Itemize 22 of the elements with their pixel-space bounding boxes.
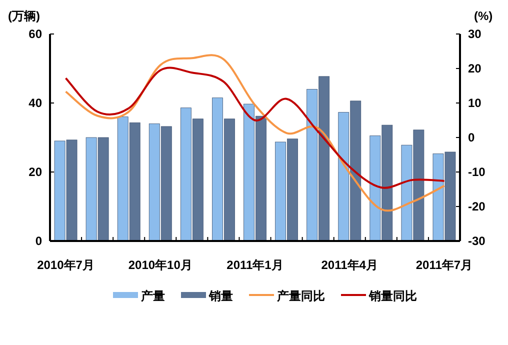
legend-label: 产量 xyxy=(140,289,165,303)
y2-tick-label: -30 xyxy=(468,234,486,248)
x-tick-label: 2011年4月 xyxy=(321,258,378,272)
y2-tick-label: 0 xyxy=(468,130,475,144)
y2-tick-label: 20 xyxy=(468,62,482,76)
x-tick-label: 2010年10月 xyxy=(128,258,192,272)
x-tick-label: 2011年7月 xyxy=(416,258,473,272)
y2-tick-label: 30 xyxy=(468,27,482,41)
x-tick-label: 2011年1月 xyxy=(226,258,284,272)
y2-tick-label: 10 xyxy=(468,96,482,110)
y-tick-label: 20 xyxy=(28,165,42,179)
x-tick-label: 2010年7月 xyxy=(37,258,94,272)
y-tick-label: 0 xyxy=(35,234,42,248)
legend-label: 产量同比 xyxy=(276,289,325,303)
y2-tick-label: -10 xyxy=(468,165,486,179)
y2-axis-title: (%) xyxy=(474,9,493,23)
legend-label: 销量同比 xyxy=(368,289,417,303)
legend-label: 销量 xyxy=(208,289,233,303)
y-tick-label: 60 xyxy=(28,27,42,41)
y-tick-label: 40 xyxy=(28,96,42,110)
y-axis-title: (万辆) xyxy=(8,9,40,23)
y2-tick-label: -20 xyxy=(468,200,486,214)
